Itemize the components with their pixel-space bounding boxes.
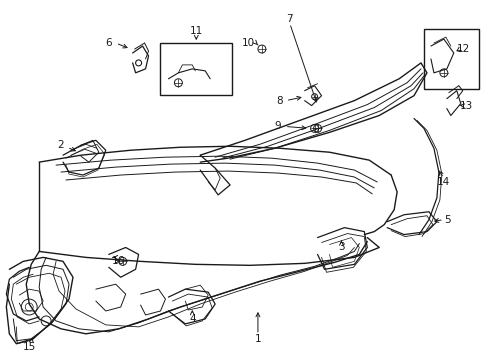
Text: 2: 2 bbox=[58, 140, 64, 150]
Text: 9: 9 bbox=[274, 121, 281, 131]
Text: 4: 4 bbox=[188, 314, 195, 324]
Text: 3: 3 bbox=[337, 243, 344, 252]
Text: 5: 5 bbox=[444, 215, 450, 225]
Text: 13: 13 bbox=[459, 100, 472, 111]
Text: 11: 11 bbox=[189, 26, 203, 36]
Text: 6: 6 bbox=[105, 38, 112, 48]
Text: 12: 12 bbox=[456, 44, 469, 54]
Text: 15: 15 bbox=[22, 342, 36, 352]
Text: 14: 14 bbox=[436, 177, 449, 187]
Text: 7: 7 bbox=[286, 14, 292, 24]
Text: 10: 10 bbox=[241, 38, 254, 48]
Text: 16: 16 bbox=[112, 256, 125, 266]
Text: 1: 1 bbox=[254, 334, 261, 344]
Bar bbox=[160, 43, 232, 95]
Bar bbox=[423, 29, 478, 89]
Text: 8: 8 bbox=[276, 96, 283, 105]
